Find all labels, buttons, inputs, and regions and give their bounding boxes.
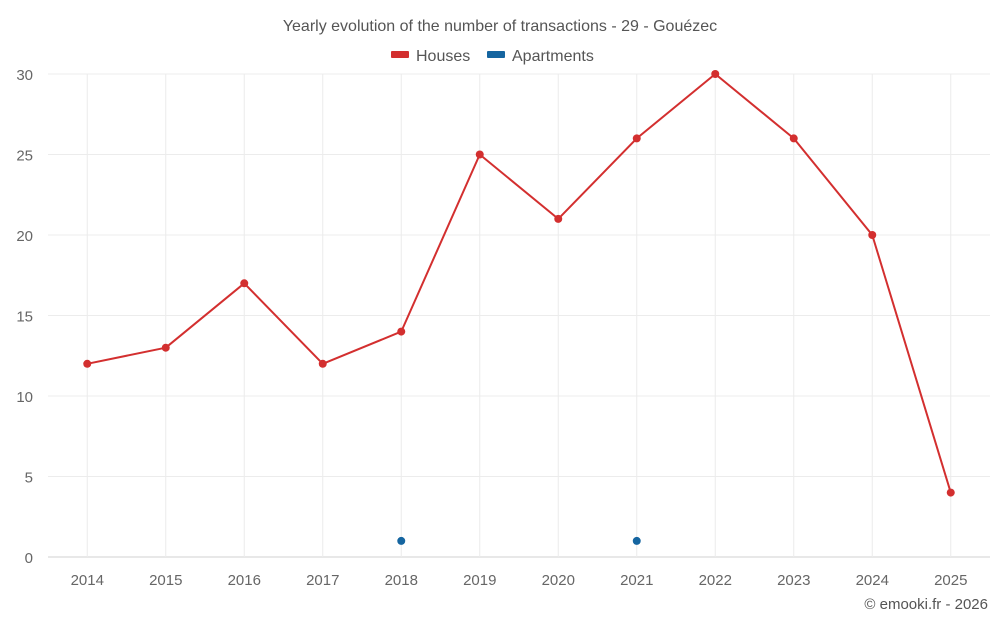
legend-item-houses[interactable]: Houses xyxy=(391,48,470,65)
x-tick-label: 2015 xyxy=(149,572,182,589)
x-tick-label: 2020 xyxy=(542,572,575,589)
data-point-houses[interactable] xyxy=(475,150,484,159)
x-tick-label: 2023 xyxy=(777,572,810,589)
y-axis: 0 5 10 15 20 25 30 xyxy=(16,67,33,567)
x-axis: 2014 2015 2016 2017 2018 2019 2020 2021 2022 2023… xyxy=(71,572,968,589)
x-tick-label: 2019 xyxy=(463,572,496,589)
data-point-houses[interactable] xyxy=(711,70,720,78)
x-tick-label: 2025 xyxy=(934,572,967,589)
series-layer xyxy=(83,70,955,545)
credit-text: © emooki.fr - 2026 xyxy=(864,596,988,613)
y-tick-label: 20 xyxy=(16,228,33,245)
legend-label-apartments: Apartments xyxy=(512,48,594,65)
y-tick-label: 25 xyxy=(16,148,33,165)
data-point-apartments[interactable] xyxy=(632,536,641,545)
legend-swatch-apartments xyxy=(487,51,505,58)
data-point-houses[interactable] xyxy=(946,488,955,497)
legend-swatch-houses xyxy=(391,51,409,58)
y-tick-label: 0 xyxy=(25,550,33,567)
data-point-houses[interactable] xyxy=(868,231,877,239)
data-point-houses[interactable] xyxy=(397,327,406,336)
data-point-houses[interactable] xyxy=(83,359,92,368)
series-apartments xyxy=(397,536,641,545)
x-tick-label: 2024 xyxy=(856,572,889,589)
x-tick-label: 2017 xyxy=(306,572,339,589)
x-tick-label: 2021 xyxy=(620,572,653,589)
data-point-houses[interactable] xyxy=(161,343,170,352)
x-tick-label: 2018 xyxy=(385,572,418,589)
data-point-houses[interactable] xyxy=(789,134,798,143)
x-tick-label: 2022 xyxy=(699,572,732,589)
data-point-houses[interactable] xyxy=(240,279,249,288)
data-point-houses[interactable] xyxy=(632,134,641,143)
y-tick-label: 30 xyxy=(16,67,33,84)
y-tick-label: 10 xyxy=(16,389,33,406)
grid xyxy=(48,73,990,558)
series-line-houses xyxy=(87,73,952,493)
legend-label-houses: Houses xyxy=(416,48,470,65)
data-point-apartments[interactable] xyxy=(397,536,406,545)
series-houses xyxy=(83,70,955,497)
y-tick-label: 5 xyxy=(25,470,33,487)
data-point-houses[interactable] xyxy=(318,359,327,368)
x-tick-label: 2014 xyxy=(71,572,104,589)
chart-title: Yearly evolution of the number of transa… xyxy=(283,18,717,35)
legend: Houses Apartments xyxy=(391,48,594,65)
legend-item-apartments[interactable]: Apartments xyxy=(487,48,594,65)
x-tick-label: 2016 xyxy=(228,572,261,589)
data-point-houses[interactable] xyxy=(554,214,563,223)
y-tick-label: 15 xyxy=(16,309,33,326)
